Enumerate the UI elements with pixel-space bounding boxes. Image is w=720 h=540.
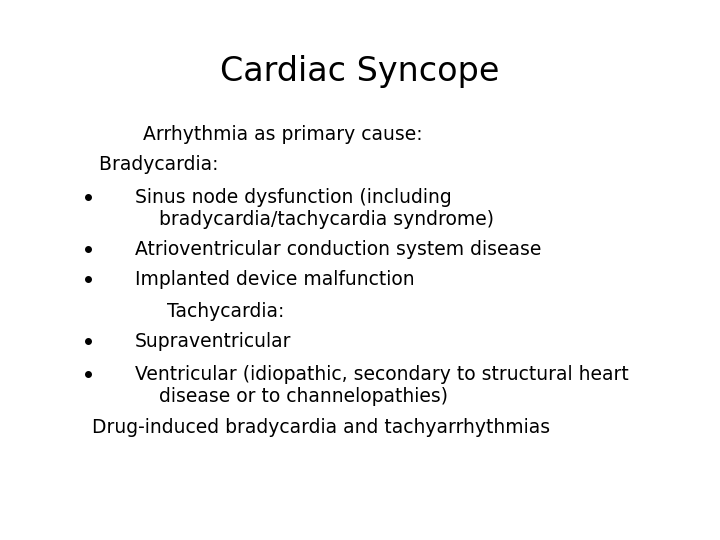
Text: Atrioventricular conduction system disease: Atrioventricular conduction system disea… [135,240,541,259]
Text: Drug-induced bradycardia and tachyarrhythmias: Drug-induced bradycardia and tachyarrhyt… [80,418,550,437]
Text: Bradycardia:: Bradycardia: [75,155,218,174]
Text: Sinus node dysfunction (including
    bradycardia/tachycardia syndrome): Sinus node dysfunction (including bradyc… [135,188,494,229]
Text: Ventricular (idiopathic, secondary to structural heart
    disease or to channel: Ventricular (idiopathic, secondary to st… [135,365,629,406]
Text: Cardiac Syncope: Cardiac Syncope [220,55,500,88]
Text: Arrhythmia as primary cause:: Arrhythmia as primary cause: [95,125,423,144]
Text: Supraventricular: Supraventricular [135,332,292,351]
Text: Implanted device malfunction: Implanted device malfunction [135,270,415,289]
Text: Tachycardia:: Tachycardia: [95,302,284,321]
